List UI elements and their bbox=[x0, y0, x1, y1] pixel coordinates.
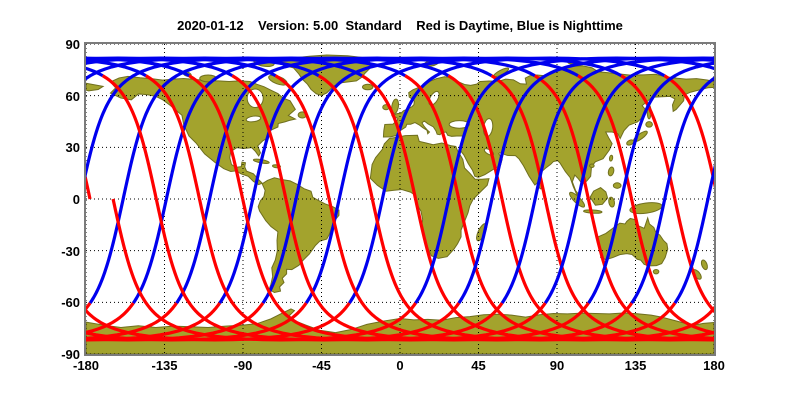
orbit-track-7-night bbox=[675, 58, 714, 303]
orbit-track-0-day bbox=[675, 199, 714, 340]
island-luzon bbox=[607, 166, 614, 176]
orbit-track-7-night bbox=[86, 58, 362, 303]
y-tick-label-0: 0 bbox=[72, 192, 80, 207]
orbit-track-10-night bbox=[545, 58, 714, 303]
orbit-track-4-day bbox=[502, 199, 714, 340]
orbit-track-8-day bbox=[319, 76, 373, 199]
orbit-track-11-night bbox=[502, 58, 714, 303]
orbit-track-6-day bbox=[86, 199, 90, 340]
water-black-sea bbox=[449, 121, 469, 129]
orbit-track-4-day bbox=[86, 199, 177, 340]
y-tick-label-90: 90 bbox=[65, 37, 80, 52]
orbit-track-5-day bbox=[459, 199, 714, 340]
orbit-track-7-day bbox=[372, 199, 675, 340]
island-iceland bbox=[362, 84, 372, 90]
y-tick-label-30: 30 bbox=[65, 140, 80, 156]
orbit-track-2-day bbox=[588, 199, 714, 340]
y-tick-label-60: 60 bbox=[65, 88, 80, 104]
y-tick-label--90: -90 bbox=[61, 347, 80, 362]
x-tick-label-90: 90 bbox=[549, 358, 565, 373]
x-tick-label-45: 45 bbox=[471, 358, 486, 373]
orbit-track-0-day bbox=[86, 76, 90, 199]
orbit-track-8-night bbox=[86, 58, 319, 303]
x-tick-label-180: 180 bbox=[703, 358, 725, 373]
orbit-track-2-night bbox=[263, 58, 578, 303]
orbit-track-5-night bbox=[133, 58, 448, 303]
landmass-borneo bbox=[590, 188, 607, 206]
island-sulawesi bbox=[608, 197, 615, 208]
island-hokkaido bbox=[646, 122, 653, 128]
x-tick-label--90: -90 bbox=[233, 358, 253, 373]
y-tick-label--30: -30 bbox=[61, 243, 80, 259]
orbit-track-9-day bbox=[286, 199, 589, 340]
x-tick-label--135: -135 bbox=[151, 358, 178, 373]
island-baffin-island bbox=[267, 73, 288, 87]
orbit-track-0-day bbox=[86, 199, 349, 340]
landmass-south-america bbox=[258, 178, 339, 293]
orbit-track-8-night bbox=[632, 58, 714, 303]
world-map-orbit-svg bbox=[86, 44, 714, 354]
orbit-track-1-day bbox=[86, 199, 306, 340]
island-nz-north-island bbox=[700, 259, 708, 270]
x-tick-label--180: -180 bbox=[72, 358, 100, 373]
water-great-lakes bbox=[246, 115, 261, 122]
orbit-track-layer bbox=[86, 58, 714, 340]
island-mindanao bbox=[613, 183, 621, 189]
orbit-track-12-day bbox=[146, 76, 200, 199]
island-tasmania bbox=[653, 269, 659, 273]
island-hainan bbox=[590, 164, 595, 167]
orbit-track-12-day bbox=[156, 199, 459, 340]
orbit-track-1-night bbox=[306, 58, 621, 303]
landmass-africa bbox=[370, 135, 489, 258]
orbit-track-6-day bbox=[416, 199, 714, 340]
orbit-track-10-day bbox=[243, 199, 546, 340]
gridlines bbox=[86, 44, 714, 354]
orbit-track-11-day bbox=[199, 199, 502, 340]
orbit-track-8-day bbox=[329, 199, 632, 340]
orbit-track-7-day bbox=[362, 76, 416, 199]
x-tick-label--45: -45 bbox=[312, 358, 331, 373]
plot-area bbox=[84, 42, 716, 356]
orbit-track-12-night bbox=[459, 58, 714, 303]
y-tick-label--60: -60 bbox=[61, 295, 80, 311]
orbit-track-13-night bbox=[86, 58, 103, 303]
orbit-track-6-night bbox=[90, 58, 405, 303]
gridline-layer bbox=[86, 44, 714, 354]
orbit-track-9-day bbox=[275, 76, 329, 199]
orbit-track-1-day bbox=[632, 199, 714, 340]
landmass-chukotka-west-edge bbox=[86, 83, 103, 91]
orbit-track-9-night bbox=[588, 58, 714, 303]
x-tick-label-0: 0 bbox=[396, 358, 404, 373]
orbit-track-3-day bbox=[86, 199, 220, 340]
orbit-track-13-night bbox=[416, 58, 714, 303]
orbit-track-4-night bbox=[177, 58, 492, 303]
orbit-track-3-day bbox=[545, 199, 714, 340]
plot-title: 2020-01-12 Version: 5.00 Standard Red is… bbox=[177, 18, 623, 33]
island-taiwan bbox=[609, 155, 613, 161]
orbit-track-10-day bbox=[232, 76, 286, 199]
orbit-track-13-day bbox=[103, 76, 157, 199]
x-tick-label-135: 135 bbox=[624, 358, 647, 373]
orbit-track-11-day bbox=[189, 76, 243, 199]
orbit-track-0-night bbox=[349, 58, 664, 303]
orbit-track-3-night bbox=[220, 58, 535, 303]
orbit-track-13-day bbox=[113, 199, 416, 340]
orbit-track-2-day bbox=[86, 199, 263, 340]
